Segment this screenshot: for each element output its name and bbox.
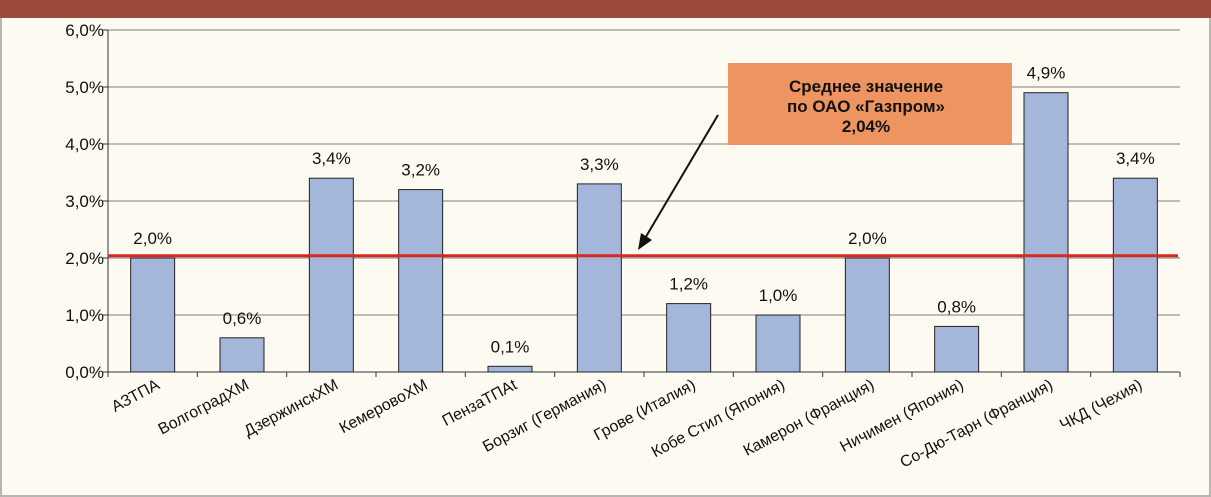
value-label: 3,2% <box>401 161 440 180</box>
annotation-text: по ОАО «Газпром» <box>787 97 945 116</box>
value-label: 2,0% <box>133 229 172 248</box>
arrow-head <box>638 233 652 250</box>
y-tick-label: 2,0% <box>65 249 104 268</box>
annotation-arrow <box>643 114 719 241</box>
annotation-text: Среднее значение <box>789 77 943 96</box>
bar <box>398 189 444 373</box>
bar <box>487 365 533 373</box>
value-label: 1,2% <box>669 275 708 294</box>
header-bar <box>0 0 1211 18</box>
bar <box>576 183 622 373</box>
value-label: 4,9% <box>1027 64 1066 83</box>
annotation-box <box>728 63 1012 145</box>
annotation-text: 2,04% <box>842 117 890 136</box>
value-label: 2,0% <box>848 229 887 248</box>
value-label: 0,8% <box>937 297 976 316</box>
bar <box>666 303 712 373</box>
bar <box>130 257 176 373</box>
bar <box>1023 92 1069 373</box>
y-tick-label: 3,0% <box>65 192 104 211</box>
bar <box>934 325 980 373</box>
y-tick-label: 6,0% <box>65 21 104 40</box>
y-tick-label: 0,0% <box>65 363 104 382</box>
value-label: 3,3% <box>580 155 619 174</box>
value-label: 3,4% <box>1116 149 1155 168</box>
bar <box>219 337 265 373</box>
y-tick-label: 1,0% <box>65 306 104 325</box>
bar <box>1112 177 1158 373</box>
y-tick-label: 4,0% <box>65 135 104 154</box>
bar <box>844 257 890 373</box>
value-label: 0,6% <box>223 309 262 328</box>
bar <box>755 314 801 373</box>
bar <box>308 177 354 373</box>
value-label: 1,0% <box>759 286 798 305</box>
y-tick-label: 5,0% <box>65 78 104 97</box>
value-label: 3,4% <box>312 149 351 168</box>
value-label: 0,1% <box>491 337 530 356</box>
